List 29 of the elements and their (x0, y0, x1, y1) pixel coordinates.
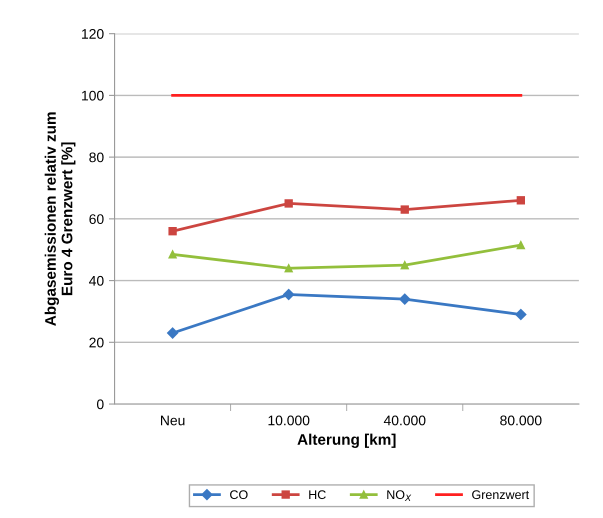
point (284, 199, 293, 208)
legend-label: NO$_{X}$ (387, 490, 412, 502)
y-tick-label: 100 (82, 90, 104, 101)
x-tick-label: 40.000 (384, 416, 426, 426)
legend-label: Grenzwert (472, 490, 530, 500)
x-tick-label: Neu (161, 416, 184, 426)
point (167, 327, 178, 339)
point (515, 308, 526, 320)
y-tick-label: 80 (89, 152, 104, 162)
legend-label: HC (309, 490, 326, 500)
x-tick-label: 80.000 (500, 416, 542, 426)
point (283, 288, 294, 300)
point (168, 227, 177, 236)
y-tick-label: 40 (89, 276, 104, 286)
y-tick-label: 60 (89, 214, 104, 224)
point (516, 240, 526, 250)
x-tick-label: 10.000 (268, 416, 310, 426)
y-tick-label: 0 (96, 399, 104, 410)
point (400, 260, 409, 270)
legend-label: CO (230, 490, 248, 500)
y-tick-label: 120 (82, 29, 104, 39)
point (399, 293, 410, 305)
point (516, 196, 526, 205)
point (284, 264, 293, 272)
x-axis-title: Alterung [km] (297, 434, 396, 448)
point (400, 205, 409, 214)
y-tick-label: 20 (89, 338, 104, 348)
point (168, 250, 177, 259)
y-axis-title: Abgasemissionen relativ zum Euro 4 Grenzwert [%] (44, 112, 76, 326)
